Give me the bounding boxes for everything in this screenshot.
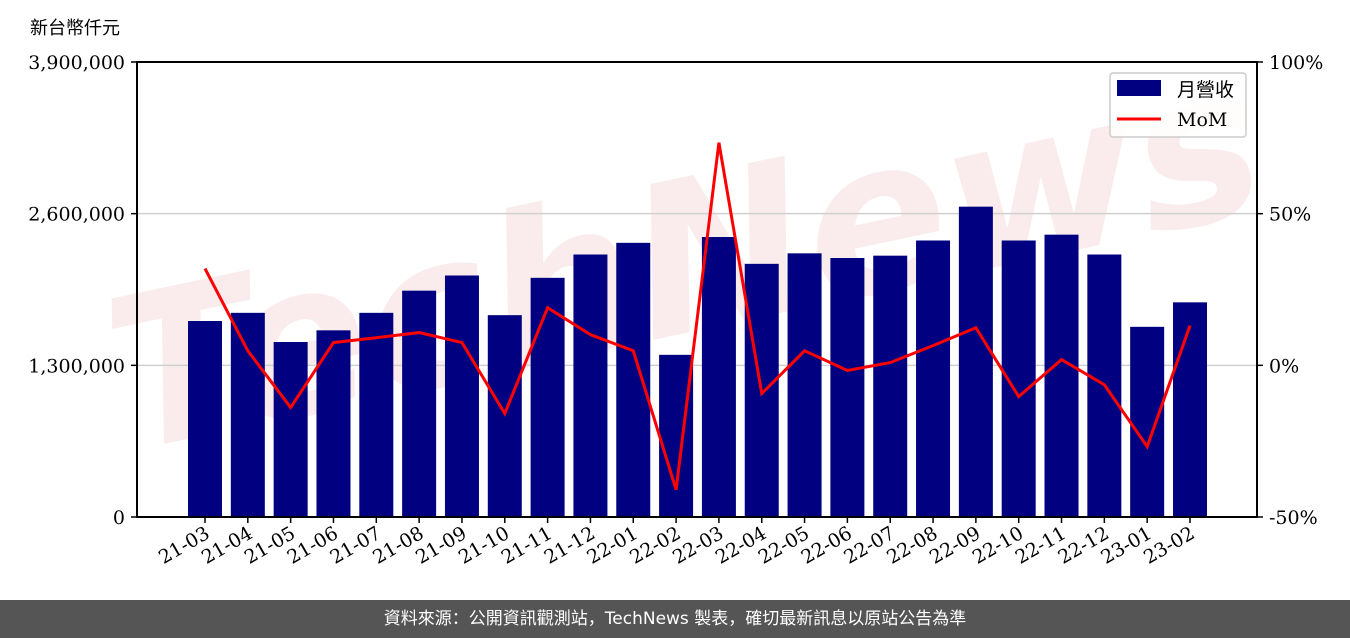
bar [1130,326,1165,517]
bar [444,275,479,517]
y-right-tick-label: 0% [1269,355,1299,377]
chart: TechNews01,300,0002,600,0003,900,000-50%… [28,18,1323,569]
y-right-tick-label: -50% [1269,507,1318,529]
bar [273,342,308,517]
y-left-tick-label: 2,600,000 [28,204,125,226]
bar [1044,234,1079,517]
bar [616,242,651,518]
bar [573,254,608,517]
plot-frame [136,61,1258,518]
legend-label-revenue: 月營收 [1177,79,1234,101]
bar [830,258,865,517]
x-tick-label: 23-02 [1140,522,1198,568]
bar [873,255,908,517]
legend-bar-swatch [1117,80,1161,96]
bar [701,237,736,517]
bar [958,206,993,517]
bar [787,253,822,518]
legend-label-mom: MoM [1177,109,1227,131]
y-left-tick-label: 0 [113,507,125,529]
bar [530,277,565,517]
y-left-tick-label: 3,900,000 [28,52,125,74]
y-axis-label: 新台幣仟元 [30,18,120,39]
bar [230,312,265,517]
y-right-tick-label: 100% [1269,52,1323,74]
y-left-tick-label: 1,300,000 [28,355,125,377]
bar [359,312,394,517]
bar [402,290,437,517]
bar [659,354,694,517]
footer-source: 資料來源：公開資訊觀測站，TechNews 製表，確切最新訊息以原站公告為準 [0,600,1350,638]
legend: 月營收 MoM [1109,72,1247,138]
bar [188,321,222,517]
bar [1173,302,1207,517]
mom-line [203,142,1192,491]
bar [916,240,951,517]
y-right-tick-label: 50% [1269,204,1311,226]
